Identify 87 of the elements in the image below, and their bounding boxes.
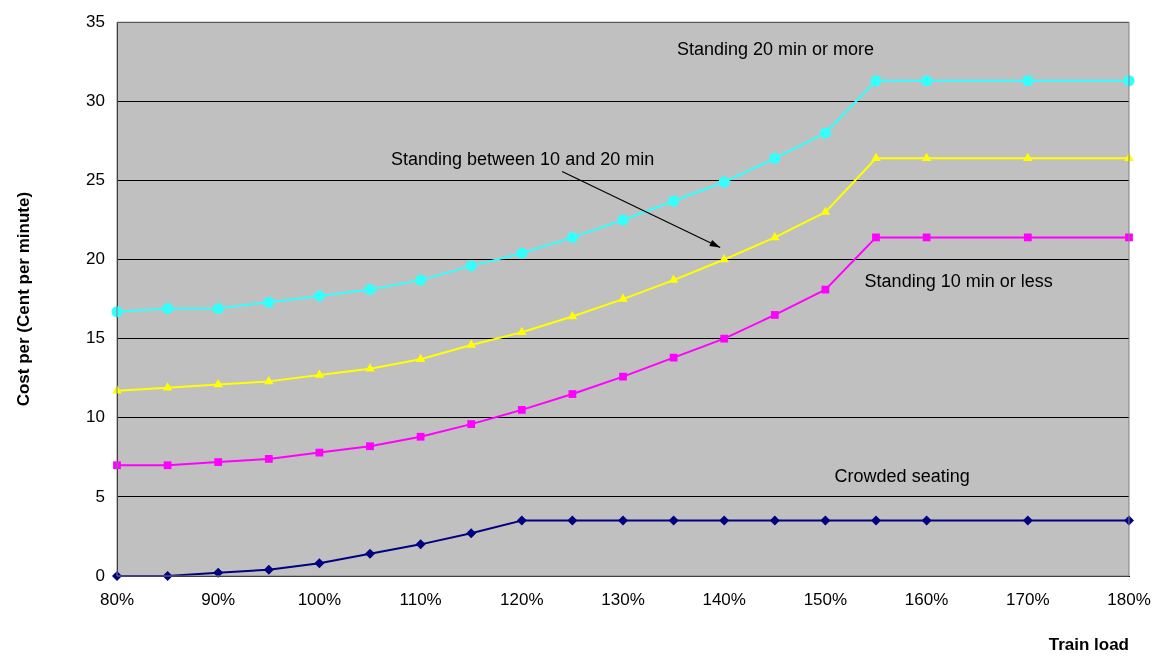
- point: [921, 75, 933, 87]
- point: [770, 311, 779, 319]
- point: [213, 379, 223, 388]
- point: [770, 231, 780, 241]
- point: [415, 353, 426, 362]
- y-tick-label: 0: [95, 565, 105, 585]
- point: [415, 274, 427, 286]
- y-tick-label: 20: [86, 249, 105, 269]
- point: [465, 260, 477, 272]
- point: [566, 231, 578, 243]
- y-tick-label: 25: [86, 170, 105, 190]
- point: [871, 515, 881, 526]
- x-tick-label: 120%: [500, 589, 544, 609]
- x-tick-label: 80%: [99, 589, 135, 609]
- point: [366, 442, 374, 451]
- x-tick-label: 110%: [399, 589, 442, 609]
- point: [214, 458, 223, 466]
- series-label: Standing 10 min or less: [864, 271, 1053, 292]
- x-tick-label: 140%: [702, 589, 746, 609]
- point: [870, 75, 882, 87]
- point: [568, 390, 577, 398]
- point: [517, 326, 527, 336]
- y-tick-label: 35: [86, 11, 105, 31]
- point: [467, 420, 476, 428]
- point: [618, 515, 628, 526]
- point: [668, 515, 679, 526]
- x-tick-label: 100%: [297, 589, 342, 609]
- point: [162, 303, 174, 315]
- point: [314, 369, 325, 378]
- point: [820, 206, 831, 215]
- x-tick-label: 90%: [201, 589, 236, 609]
- x-tick-label: 180%: [1107, 589, 1151, 609]
- point: [720, 334, 729, 343]
- point: [162, 382, 173, 391]
- point: [416, 432, 425, 441]
- point: [719, 515, 730, 526]
- y-tick-label: 5: [95, 486, 105, 506]
- point: [719, 254, 729, 263]
- y-axis-title: Cost per (Cent per minute): [13, 191, 33, 407]
- point: [820, 515, 831, 526]
- point: [1023, 233, 1032, 242]
- point: [617, 214, 629, 226]
- point: [1022, 515, 1033, 526]
- series-label: Crowded seating: [834, 465, 970, 486]
- x-tick-label: 130%: [601, 589, 645, 609]
- point: [364, 284, 376, 296]
- point: [669, 353, 678, 362]
- point: [769, 152, 781, 164]
- point: [668, 195, 680, 207]
- point: [921, 515, 932, 526]
- point: [263, 564, 274, 575]
- point: [567, 311, 578, 320]
- point: [619, 372, 627, 381]
- point: [516, 515, 527, 526]
- point: [212, 303, 224, 315]
- x-axis-title: Train load: [1048, 635, 1129, 655]
- point: [415, 539, 426, 550]
- y-tick-label: 30: [86, 91, 105, 110]
- point: [466, 339, 476, 348]
- point: [921, 152, 932, 162]
- point: [314, 558, 325, 569]
- point: [871, 152, 881, 162]
- point: [466, 528, 477, 539]
- point: [365, 548, 375, 559]
- point: [718, 176, 730, 188]
- text: Standing between 10 and 20 min: [391, 148, 655, 169]
- y-tick-label: 15: [86, 328, 105, 348]
- point: [163, 461, 172, 470]
- point: [872, 233, 880, 242]
- series-label: Standing 20 min or more: [676, 38, 874, 59]
- x-tick-label: 160%: [904, 589, 949, 609]
- point: [313, 290, 325, 302]
- point: [263, 296, 275, 308]
- point: [618, 293, 628, 302]
- x-tick-label: 150%: [803, 589, 848, 609]
- point: [516, 247, 528, 259]
- point: [668, 274, 679, 283]
- point: [264, 455, 273, 463]
- y-tick-label: 10: [86, 407, 105, 427]
- x-tick-label: 170%: [1006, 589, 1050, 609]
- point: [567, 515, 578, 526]
- point: [264, 375, 274, 385]
- point: [819, 127, 831, 139]
- point: [1022, 75, 1034, 87]
- point: [517, 405, 526, 414]
- point: [769, 515, 780, 526]
- point: [1023, 152, 1033, 162]
